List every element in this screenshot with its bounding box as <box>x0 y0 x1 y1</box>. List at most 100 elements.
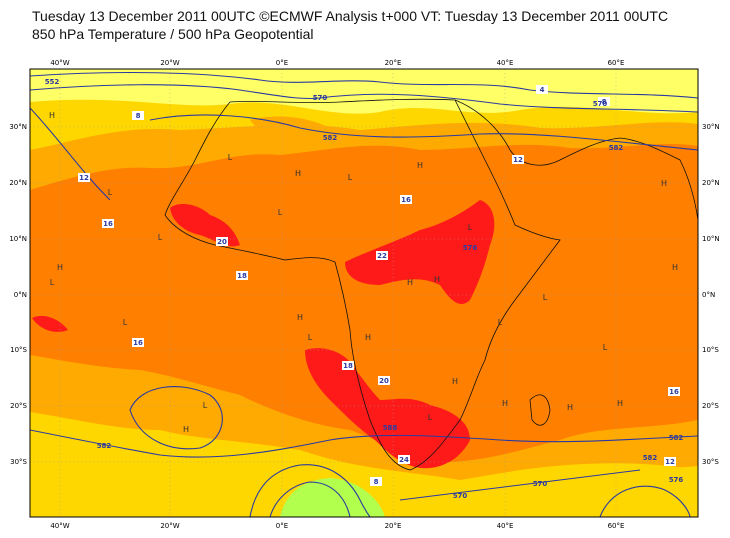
latitude-label: 10°N <box>702 235 720 243</box>
temperature-value: 8 <box>136 112 141 120</box>
chart-title: Tuesday 13 December 2011 00UTC ©ECMWF An… <box>32 8 669 24</box>
longitude-label: 60°E <box>608 522 625 530</box>
label-background <box>342 361 354 370</box>
temperature-value: 12 <box>665 458 675 466</box>
latitude-label: 30°N <box>702 123 720 131</box>
high-mark: H <box>417 161 423 170</box>
label-background <box>598 97 610 106</box>
label-background <box>132 111 144 120</box>
low-mark: L <box>203 401 208 410</box>
label-background <box>132 338 144 347</box>
latitude-label: 20°N <box>702 179 720 187</box>
temperature-value: 16 <box>401 196 411 204</box>
temperature-label: 24 <box>398 455 410 464</box>
chart-subtitle: 850 hPa Temperature / 500 hPa Geopotenti… <box>32 26 314 42</box>
longitude-labels-top: 40°W 20°W 0°E 20°E 40°E 60°E <box>50 59 624 67</box>
temperature-contour-labels: 8 12 16 18 20 22 24 12 16 20 12 16 8 4 8 18 16 <box>78 85 680 486</box>
geopotential-value: 582 <box>669 434 684 442</box>
temperature-value: 12 <box>79 174 89 182</box>
temperature-label: 8 <box>598 97 610 106</box>
low-mark: L <box>158 233 163 242</box>
label-background <box>536 85 548 94</box>
temperature-value: 12 <box>513 156 523 164</box>
geopotential-value: 570 <box>313 94 328 102</box>
hot-red-central-africa <box>345 200 495 305</box>
map-frame <box>29 68 699 518</box>
longitude-label: 0°E <box>276 522 288 530</box>
high-mark: H <box>672 263 678 272</box>
latitude-labels-left: 30°N 20°N 10°N 0°N 10°S 20°S 30°S <box>9 123 27 466</box>
geopotential-value: 582 <box>609 144 624 152</box>
geopotential-value: 552 <box>45 78 60 86</box>
label-background <box>102 219 114 228</box>
low-mark: L <box>108 188 113 197</box>
high-mark: H <box>567 403 573 412</box>
geopotential-value: 582 <box>323 134 338 142</box>
temperature-label: 20 <box>378 376 390 385</box>
low-mark: L <box>603 343 608 352</box>
low-mark: L <box>228 153 233 162</box>
high-mark: H <box>49 111 55 120</box>
temperature-label: 22 <box>376 251 388 260</box>
cool-north-band <box>30 69 698 114</box>
longitude-label: 0°E <box>276 59 288 67</box>
cold-green-area <box>280 478 385 517</box>
high-mark: H <box>57 263 63 272</box>
geopotential-value: 570 <box>533 480 548 488</box>
longitude-label: 60°E <box>608 59 625 67</box>
longitude-label: 40°E <box>497 59 514 67</box>
geopotential-value: 570 <box>453 492 468 500</box>
longitude-labels-bottom: 40°W 20°W 0°E 20°E 40°E 60°E <box>50 522 624 530</box>
contour-552 <box>30 71 698 99</box>
longitude-label: 40°E <box>497 522 514 530</box>
temperature-label: 16 <box>132 338 144 347</box>
temperature-label: 16 <box>400 195 412 204</box>
map-field <box>30 69 698 517</box>
latitude-label: 10°N <box>9 235 27 243</box>
high-mark: H <box>617 399 623 408</box>
label-background <box>400 195 412 204</box>
temperature-label: 12 <box>664 457 676 466</box>
graticule <box>30 69 698 517</box>
temperature-value: 16 <box>669 388 679 396</box>
label-background <box>664 457 676 466</box>
low-mark: L <box>498 318 503 327</box>
high-mark: H <box>452 377 458 386</box>
longitude-label: 20°E <box>385 522 402 530</box>
high-mark: H <box>434 275 440 284</box>
longitude-label: 20°W <box>160 59 179 67</box>
latitude-label: 0°N <box>702 291 715 299</box>
label-background <box>376 251 388 260</box>
temperature-value: 20 <box>217 238 227 246</box>
longitude-label: 20°W <box>160 522 179 530</box>
coastlines <box>164 98 698 471</box>
high-mark: H <box>661 179 667 188</box>
high-mark: H <box>183 425 189 434</box>
amber-patch <box>250 116 340 149</box>
temperature-label: 16 <box>102 219 114 228</box>
high-mark: H <box>297 313 303 322</box>
latitude-label: 10°S <box>702 346 719 354</box>
temperature-label: 18 <box>236 271 248 280</box>
label-background <box>378 376 390 385</box>
temperature-label: 20 <box>216 237 228 246</box>
geopotential-value: 576 <box>669 476 684 484</box>
temperature-value: 24 <box>399 456 409 464</box>
arabia-coastline <box>454 99 698 221</box>
contour-582 <box>30 107 698 201</box>
low-mark: L <box>123 318 128 327</box>
temperature-label: 12 <box>512 155 524 164</box>
temperature-label: 8 <box>132 111 144 120</box>
latitude-label: 20°N <box>9 179 27 187</box>
low-mark: L <box>348 173 353 182</box>
latitude-labels-right: 30°N 20°N 10°N 0°N 10°S 20°S 30°S <box>702 123 720 466</box>
temperature-value: 18 <box>343 362 353 370</box>
temperature-value: 20 <box>379 377 389 385</box>
latitude-label: 20°S <box>702 402 719 410</box>
low-mark: L <box>543 293 548 302</box>
geopotential-value: 582 <box>97 442 112 450</box>
latitude-label: 30°S <box>10 458 27 466</box>
latitude-label: 10°S <box>10 346 27 354</box>
contour-570-mid <box>399 469 641 501</box>
